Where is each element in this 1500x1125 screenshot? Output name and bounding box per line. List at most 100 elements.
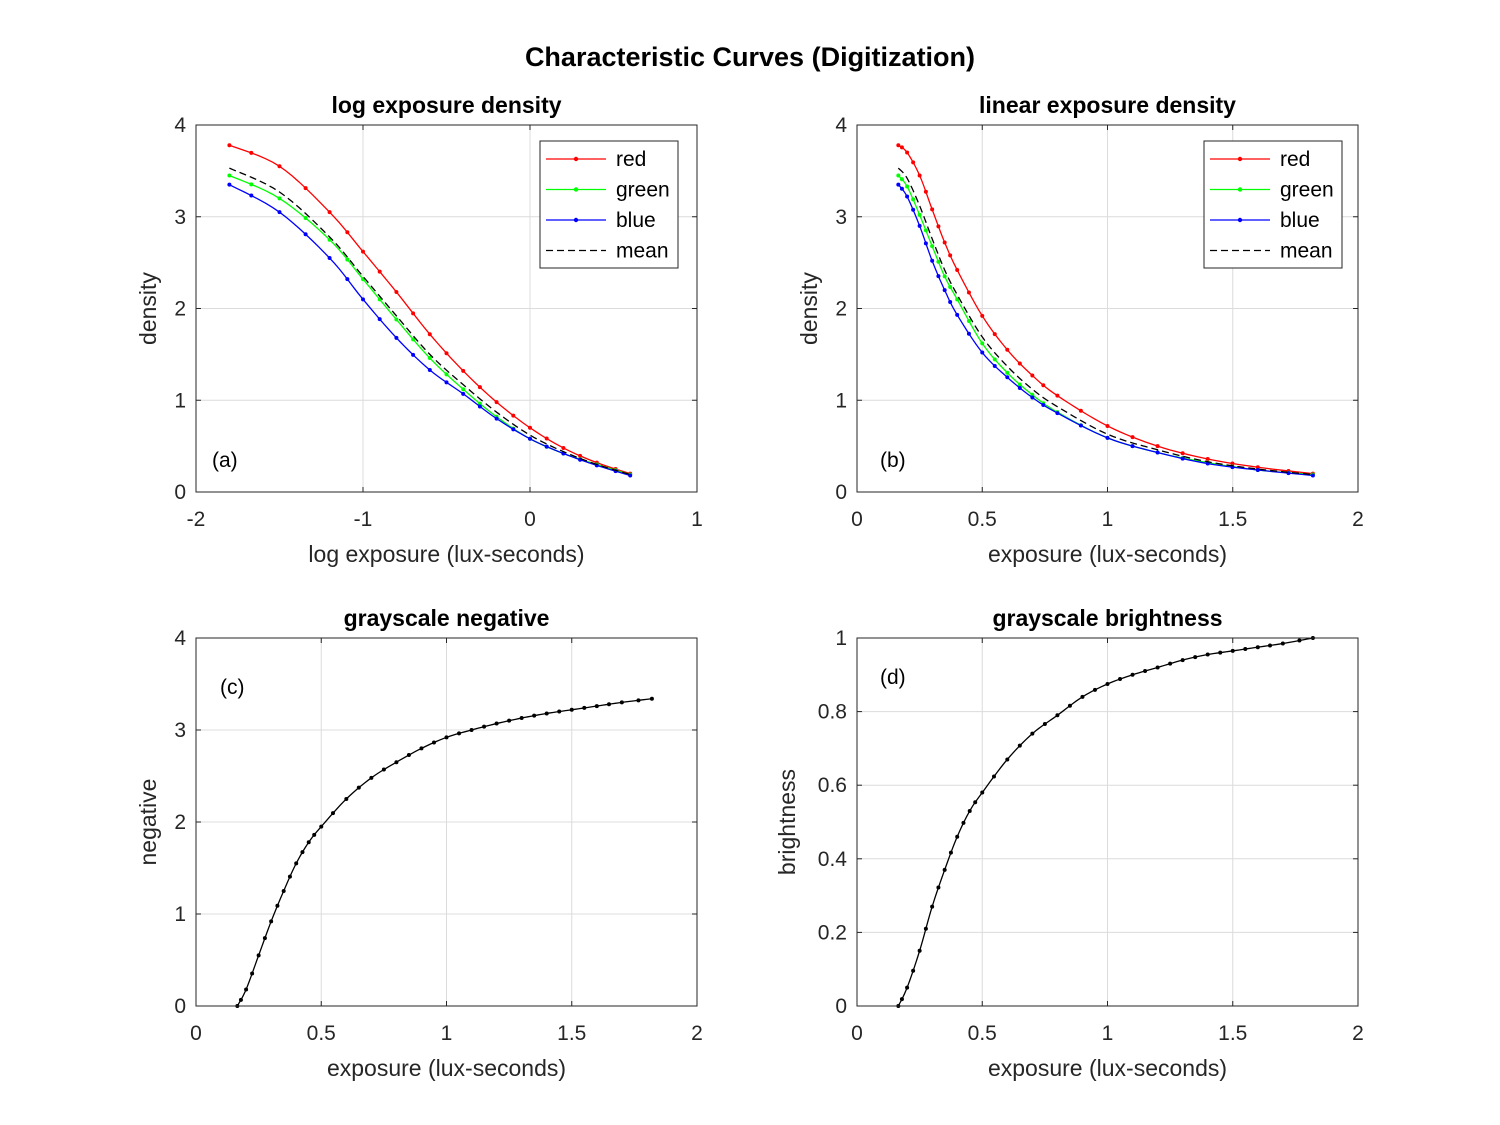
data-point-green [930, 244, 935, 249]
data-point-red [955, 267, 960, 272]
legend-marker-green [573, 187, 579, 192]
data-point-blue [1055, 411, 1060, 416]
panel-annotation: (b) [880, 449, 906, 472]
data-point-gray [256, 953, 261, 958]
data-point-red [896, 143, 901, 148]
data-point-blue [511, 427, 516, 432]
data-point-red [1078, 408, 1083, 413]
data-point-red [327, 210, 332, 215]
data-point-gray [431, 740, 436, 745]
data-point-gray [369, 775, 374, 780]
data-point-gray [1030, 731, 1035, 736]
data-point-blue [930, 258, 935, 263]
x-tick-label: 1.5 [1218, 1022, 1247, 1045]
x-tick-label: -2 [187, 508, 206, 531]
data-point-gray [582, 705, 587, 710]
data-point-red [1105, 423, 1110, 428]
data-point-gray [569, 707, 574, 712]
data-point-blue [936, 274, 941, 279]
chart-title: linear exposure density [979, 92, 1236, 118]
data-point-gray [899, 997, 904, 1002]
x-tick-label: 1 [1102, 1022, 1114, 1045]
data-point-green [411, 337, 416, 342]
data-point-blue [917, 223, 922, 228]
data-point-green [227, 173, 232, 178]
x-tick-label: 0 [851, 508, 863, 531]
data-point-green [345, 257, 350, 262]
x-tick-label: 1 [691, 508, 703, 531]
data-point-gray [394, 760, 399, 765]
data-point-red [277, 164, 282, 169]
chart-panel-4: 0 0.5 1 1.5 2 0 0.2 0.4 0.6 0.8 1 grayscale brightn… [774, 605, 1364, 1081]
data-point-red [917, 173, 922, 178]
data-point-blue [411, 352, 416, 357]
series-line-mean [897, 167, 1313, 476]
data-point-gray [1118, 677, 1123, 682]
data-point-gray [406, 753, 411, 758]
chart-title: grayscale brightness [992, 605, 1222, 631]
y-tick-label: 0 [835, 995, 847, 1018]
data-point-green [911, 197, 916, 202]
data-point-red [936, 224, 941, 229]
data-point-gray [312, 832, 317, 837]
x-tick-label: 0.5 [307, 1022, 336, 1045]
data-point-red [544, 436, 549, 441]
data-point-gray [1055, 713, 1060, 718]
data-point-blue [327, 256, 332, 261]
data-point-gray [1130, 672, 1135, 677]
data-point-gray [330, 811, 335, 816]
data-point-blue [1105, 435, 1110, 440]
data-point-gray [948, 850, 953, 855]
data-point-green [1030, 392, 1035, 397]
data-point-green [1005, 370, 1010, 375]
legend-label-mean: mean [1280, 240, 1333, 263]
y-tick-label: 4 [835, 114, 847, 137]
data-point-red [427, 332, 432, 337]
data-point-blue [277, 210, 282, 215]
data-point-red [477, 385, 482, 390]
data-point-red [444, 351, 449, 356]
data-point-blue [427, 367, 432, 372]
data-point-red [923, 189, 928, 194]
data-point-green [303, 216, 308, 221]
legend-label-red: red [616, 148, 646, 171]
data-point-gray [1280, 641, 1285, 646]
data-point-gray [1297, 638, 1302, 643]
data-point-gray [1268, 643, 1273, 648]
data-point-blue [528, 436, 532, 441]
data-point-gray [1243, 647, 1248, 652]
data-point-gray [955, 834, 960, 839]
data-point-red [511, 413, 516, 418]
data-point-gray [980, 790, 985, 795]
data-point-red [249, 150, 254, 155]
data-point-gray [1205, 652, 1210, 657]
data-point-red [377, 269, 382, 274]
legend-label-green: green [616, 179, 670, 202]
data-point-gray [281, 889, 286, 893]
data-point-blue [227, 182, 232, 187]
data-point-green [992, 357, 997, 362]
y-tick-label: 1 [174, 389, 186, 412]
data-point-red [899, 145, 904, 150]
y-tick-label: 2 [835, 298, 847, 321]
data-point-green [896, 173, 901, 178]
data-point-blue [461, 391, 466, 396]
x-tick-label: 1 [441, 1022, 453, 1045]
y-tick-label: 2 [174, 811, 186, 834]
data-point-gray [262, 936, 267, 941]
chart-panel-1: -2 -1 0 1 0 1 2 3 4 log exposure density log expos… [135, 92, 703, 567]
data-point-red [1041, 383, 1046, 388]
data-point-green [966, 318, 971, 323]
data-point-red [345, 230, 350, 235]
data-point-blue [896, 182, 901, 187]
data-point-gray [942, 867, 947, 872]
data-point-gray [930, 904, 935, 909]
data-point-red [992, 332, 997, 337]
legend-label-blue: blue [616, 209, 656, 232]
data-point-gray [1155, 665, 1160, 670]
legend: red green blue mean [1203, 140, 1343, 269]
data-point-gray [973, 800, 978, 805]
data-point-blue [992, 364, 997, 369]
data-point-gray [519, 716, 524, 721]
